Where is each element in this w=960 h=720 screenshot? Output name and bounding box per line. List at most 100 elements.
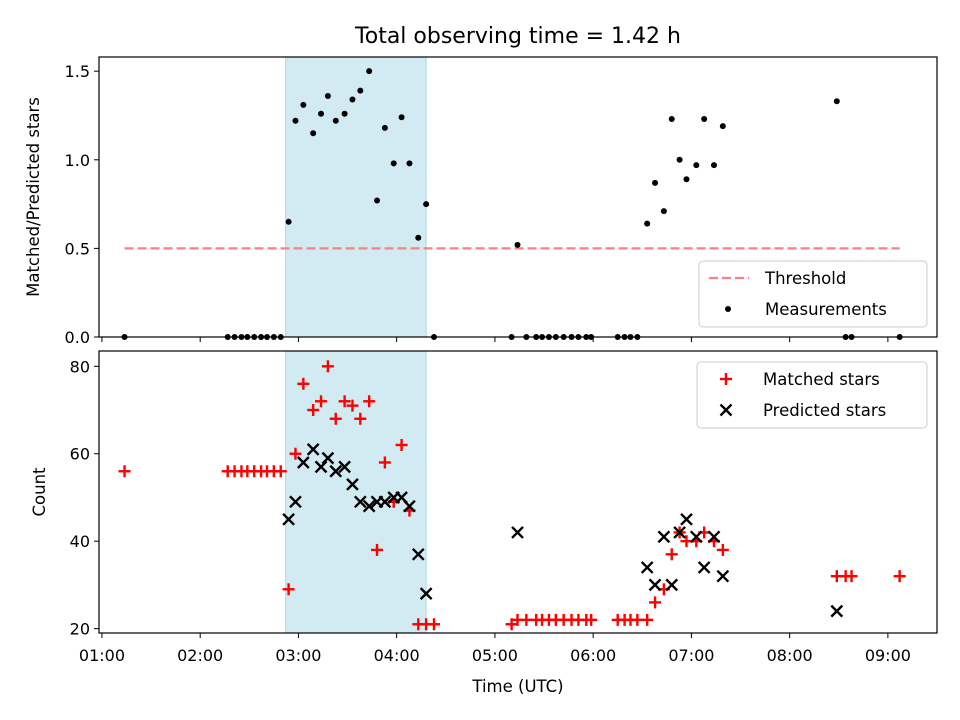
x-tick-label: 01:00 [79,646,125,665]
data-point [307,404,320,417]
x-tick-label: 03:00 [275,646,321,665]
y-tick-label: 40 [70,532,90,551]
y-axis-label: Count [30,467,49,517]
y-tick-label: 80 [70,357,90,376]
y-tick-label: 1.0 [65,151,90,170]
data-point [415,234,422,241]
data-point [321,360,334,373]
data-point [285,218,292,225]
data-point [649,596,662,609]
data-point [689,530,703,544]
data-point [676,156,683,163]
count-panel: 20 40 60 80 01:00 02:00 03:00 04:00 05:00 06:00 07… [30,350,938,696]
data-point [289,495,302,509]
data-point [282,583,295,596]
data-point [371,543,384,556]
data-point [362,499,376,513]
ratio-panel: 0.0 0.5 1.0 1.5 Matched/Predicted stars Thres… [24,56,938,347]
data-point [297,377,310,390]
data-point [296,456,310,469]
legend: Threshold Measurements [698,260,928,328]
data-point [660,208,667,215]
legend-swatch [725,306,731,312]
data-point [363,395,376,408]
data-point [315,395,328,408]
data-point [419,587,433,600]
data-point [701,116,708,123]
data-point [833,98,840,105]
x-tick-label: 02:00 [177,646,223,665]
data-point [514,241,521,248]
x-axis-label: Time (UTC) [471,677,563,696]
data-point [403,499,416,513]
x-tick-label: 06:00 [570,646,616,665]
data-point [374,197,381,204]
data-point [644,220,651,227]
data-point [511,526,524,539]
legend: Matched stars Predicted stars [696,361,928,429]
data-point [329,412,342,425]
data-point [697,561,711,574]
y-axis-label: Matched/Predicted stars [24,97,43,297]
data-point [338,395,351,408]
data-point [640,561,654,574]
legend-label: Measurements [765,300,887,319]
data-point [300,101,307,108]
data-point [716,543,729,556]
data-point [349,96,356,103]
series-predicted-stars [282,443,844,618]
legend-label: Predicted stars [763,401,886,420]
legend-label: Threshold [764,269,846,288]
observing-window-span [285,56,427,338]
y-tick-label: 60 [70,445,90,464]
data-point [673,526,686,539]
data-point [680,512,693,526]
series-measurements [121,68,903,340]
data-point [274,465,287,478]
figure-title: Total observing time = 1.42 h [354,24,681,49]
data-point [641,613,654,626]
data-point [665,548,678,561]
x-tick-label: 05:00 [472,646,518,665]
data-point [406,160,413,167]
data-point [118,465,131,478]
data-point [683,176,690,183]
legend-label: Matched stars [763,370,880,389]
plot-frame [98,56,938,338]
data-point [346,478,359,491]
data-point [378,495,392,509]
data-point [395,439,408,451]
y-tick-label: 0.5 [65,239,90,258]
data-point [341,110,348,117]
data-point [428,618,441,631]
data-point [346,399,359,412]
x-tick-label: 09:00 [865,646,911,665]
data-point [893,570,906,583]
data-point [657,530,671,544]
data-point [585,613,598,626]
data-point [329,464,343,478]
data-point [398,114,405,121]
data-point [845,570,858,583]
legend-frame [696,361,928,429]
data-point [668,116,675,123]
legend-swatch [720,373,732,385]
data-point [324,92,331,99]
data-point [693,162,700,169]
data-point [353,495,367,509]
legend-swatch [719,403,733,417]
y-tick-label: 1.5 [65,62,90,81]
data-point [665,578,679,592]
data-point [423,201,430,208]
x-tick-label: 04:00 [374,646,420,665]
data-point [366,68,373,75]
plot-frame [98,350,938,634]
data-point [390,160,397,167]
data-point [332,117,339,124]
data-point [292,117,299,124]
data-point [314,460,328,474]
data-point [338,460,351,474]
data-point [354,412,367,425]
data-point [381,124,388,131]
